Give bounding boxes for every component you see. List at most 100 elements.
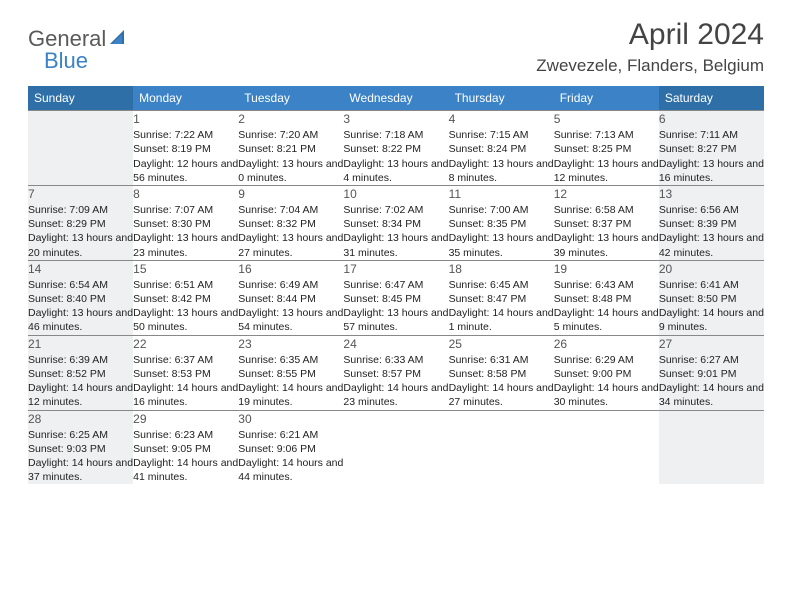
day-cell: 7Sunrise: 7:09 AMSunset: 8:29 PMDaylight…: [28, 185, 133, 260]
sunset-text: Sunset: 8:30 PM: [133, 217, 238, 231]
sunrise-text: Sunrise: 6:39 AM: [28, 353, 133, 367]
day-number: 23: [238, 336, 343, 352]
sunrise-text: Sunrise: 7:22 AM: [133, 128, 238, 142]
sunset-text: Sunset: 8:39 PM: [659, 217, 764, 231]
day-header-saturday: Saturday: [659, 86, 764, 111]
sunset-text: Sunset: 8:37 PM: [554, 217, 659, 231]
sunrise-text: Sunrise: 6:47 AM: [343, 278, 448, 292]
daylight-text: Daylight: 14 hours and 1 minute.: [449, 306, 554, 334]
empty-cell: [659, 410, 764, 484]
sunrise-text: Sunrise: 7:20 AM: [238, 128, 343, 142]
day-header-tuesday: Tuesday: [238, 86, 343, 111]
sunrise-text: Sunrise: 7:04 AM: [238, 203, 343, 217]
day-cell: 24Sunrise: 6:33 AMSunset: 8:57 PMDayligh…: [343, 335, 448, 410]
sunset-text: Sunset: 8:53 PM: [133, 367, 238, 381]
day-header-sunday: Sunday: [28, 86, 133, 111]
sunset-text: Sunset: 8:42 PM: [133, 292, 238, 306]
month-title: April 2024: [536, 18, 764, 52]
sunset-text: Sunset: 8:58 PM: [449, 367, 554, 381]
day-cell: 8Sunrise: 7:07 AMSunset: 8:30 PMDaylight…: [133, 185, 238, 260]
sunset-text: Sunset: 9:06 PM: [238, 442, 343, 456]
daylight-text: Daylight: 13 hours and 12 minutes.: [554, 157, 659, 185]
sunrise-text: Sunrise: 7:18 AM: [343, 128, 448, 142]
sunset-text: Sunset: 8:27 PM: [659, 142, 764, 156]
day-number: 24: [343, 336, 448, 352]
empty-cell: [343, 410, 448, 484]
sunrise-text: Sunrise: 6:27 AM: [659, 353, 764, 367]
sunrise-text: Sunrise: 6:54 AM: [28, 278, 133, 292]
day-number: 15: [133, 261, 238, 277]
week-row: 14Sunrise: 6:54 AMSunset: 8:40 PMDayligh…: [28, 260, 764, 335]
day-cell: 3Sunrise: 7:18 AMSunset: 8:22 PMDaylight…: [343, 111, 448, 186]
day-number: 11: [449, 186, 554, 202]
sunrise-text: Sunrise: 7:02 AM: [343, 203, 448, 217]
day-number: 30: [238, 411, 343, 427]
day-cell: 29Sunrise: 6:23 AMSunset: 9:05 PMDayligh…: [133, 410, 238, 484]
daylight-text: Daylight: 13 hours and 23 minutes.: [133, 231, 238, 259]
daylight-text: Daylight: 13 hours and 42 minutes.: [659, 231, 764, 259]
sunset-text: Sunset: 9:01 PM: [659, 367, 764, 381]
day-cell: 20Sunrise: 6:41 AMSunset: 8:50 PMDayligh…: [659, 260, 764, 335]
day-number: 27: [659, 336, 764, 352]
day-cell: 15Sunrise: 6:51 AMSunset: 8:42 PMDayligh…: [133, 260, 238, 335]
empty-cell: [449, 410, 554, 484]
sunrise-text: Sunrise: 6:51 AM: [133, 278, 238, 292]
sunset-text: Sunset: 8:29 PM: [28, 217, 133, 231]
day-number: 10: [343, 186, 448, 202]
daylight-text: Daylight: 13 hours and 50 minutes.: [133, 306, 238, 334]
daylight-text: Daylight: 14 hours and 12 minutes.: [28, 381, 133, 409]
day-number: 17: [343, 261, 448, 277]
sunset-text: Sunset: 8:57 PM: [343, 367, 448, 381]
sunrise-text: Sunrise: 6:23 AM: [133, 428, 238, 442]
daylight-text: Daylight: 14 hours and 23 minutes.: [343, 381, 448, 409]
day-cell: 28Sunrise: 6:25 AMSunset: 9:03 PMDayligh…: [28, 410, 133, 484]
day-cell: 11Sunrise: 7:00 AMSunset: 8:35 PMDayligh…: [449, 185, 554, 260]
sunrise-text: Sunrise: 6:29 AM: [554, 353, 659, 367]
daylight-text: Daylight: 13 hours and 27 minutes.: [238, 231, 343, 259]
day-number: 5: [554, 111, 659, 127]
sunset-text: Sunset: 9:05 PM: [133, 442, 238, 456]
daylight-text: Daylight: 14 hours and 19 minutes.: [238, 381, 343, 409]
brand-text-2: Blue: [44, 48, 88, 73]
sunset-text: Sunset: 8:47 PM: [449, 292, 554, 306]
day-cell: 1Sunrise: 7:22 AMSunset: 8:19 PMDaylight…: [133, 111, 238, 186]
daylight-text: Daylight: 13 hours and 39 minutes.: [554, 231, 659, 259]
week-row: 28Sunrise: 6:25 AMSunset: 9:03 PMDayligh…: [28, 410, 764, 484]
day-cell: 13Sunrise: 6:56 AMSunset: 8:39 PMDayligh…: [659, 185, 764, 260]
day-number: 3: [343, 111, 448, 127]
day-cell: 17Sunrise: 6:47 AMSunset: 8:45 PMDayligh…: [343, 260, 448, 335]
daylight-text: Daylight: 13 hours and 57 minutes.: [343, 306, 448, 334]
day-header-monday: Monday: [133, 86, 238, 111]
day-cell: 10Sunrise: 7:02 AMSunset: 8:34 PMDayligh…: [343, 185, 448, 260]
day-cell: 4Sunrise: 7:15 AMSunset: 8:24 PMDaylight…: [449, 111, 554, 186]
day-cell: 14Sunrise: 6:54 AMSunset: 8:40 PMDayligh…: [28, 260, 133, 335]
day-number: 22: [133, 336, 238, 352]
sunset-text: Sunset: 9:03 PM: [28, 442, 133, 456]
daylight-text: Daylight: 14 hours and 44 minutes.: [238, 456, 343, 484]
title-block: April 2024 Zwevezele, Flanders, Belgium: [536, 18, 764, 76]
daylight-text: Daylight: 13 hours and 54 minutes.: [238, 306, 343, 334]
daylight-text: Daylight: 13 hours and 46 minutes.: [28, 306, 133, 334]
daylight-text: Daylight: 14 hours and 37 minutes.: [28, 456, 133, 484]
day-number: 2: [238, 111, 343, 127]
day-cell: 30Sunrise: 6:21 AMSunset: 9:06 PMDayligh…: [238, 410, 343, 484]
location-text: Zwevezele, Flanders, Belgium: [536, 56, 764, 76]
sunrise-text: Sunrise: 6:56 AM: [659, 203, 764, 217]
day-number: 14: [28, 261, 133, 277]
sunset-text: Sunset: 8:48 PM: [554, 292, 659, 306]
sunset-text: Sunset: 8:40 PM: [28, 292, 133, 306]
week-row: 21Sunrise: 6:39 AMSunset: 8:52 PMDayligh…: [28, 335, 764, 410]
day-cell: 12Sunrise: 6:58 AMSunset: 8:37 PMDayligh…: [554, 185, 659, 260]
day-header-wednesday: Wednesday: [343, 86, 448, 111]
sunset-text: Sunset: 8:50 PM: [659, 292, 764, 306]
sunrise-text: Sunrise: 6:21 AM: [238, 428, 343, 442]
sunset-text: Sunset: 8:19 PM: [133, 142, 238, 156]
daylight-text: Daylight: 13 hours and 35 minutes.: [449, 231, 554, 259]
daylight-text: Daylight: 13 hours and 8 minutes.: [449, 157, 554, 185]
sunrise-text: Sunrise: 7:11 AM: [659, 128, 764, 142]
day-number: 6: [659, 111, 764, 127]
day-cell: 25Sunrise: 6:31 AMSunset: 8:58 PMDayligh…: [449, 335, 554, 410]
daylight-text: Daylight: 13 hours and 31 minutes.: [343, 231, 448, 259]
day-number: 9: [238, 186, 343, 202]
day-number: 7: [28, 186, 133, 202]
